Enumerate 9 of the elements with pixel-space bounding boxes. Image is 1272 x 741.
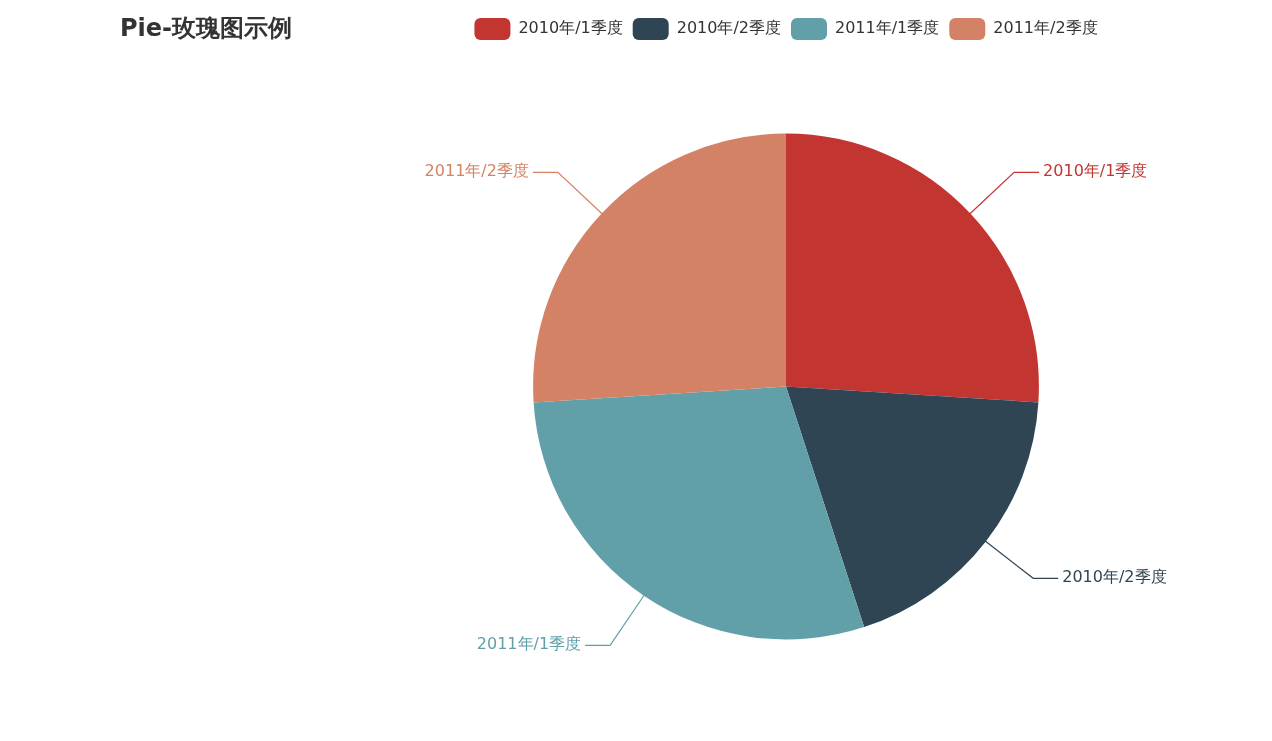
legend-label: 2011年/1季度 [835,18,940,38]
text: Pie-玫瑰图示例 [120,13,293,44]
slice-label: 2011年/2季度 [424,161,529,181]
slice-label: 2010年/2季度 [1062,567,1167,587]
legend-label: 2010年/2季度 [676,18,782,38]
slice-label: 2010年/1季度 [1043,161,1148,181]
slice-label: 2011年/1季度 [476,634,582,654]
legend-label: 2010年/1季度 [518,18,623,38]
legend-label: 2011年/2季度 [993,18,1098,38]
